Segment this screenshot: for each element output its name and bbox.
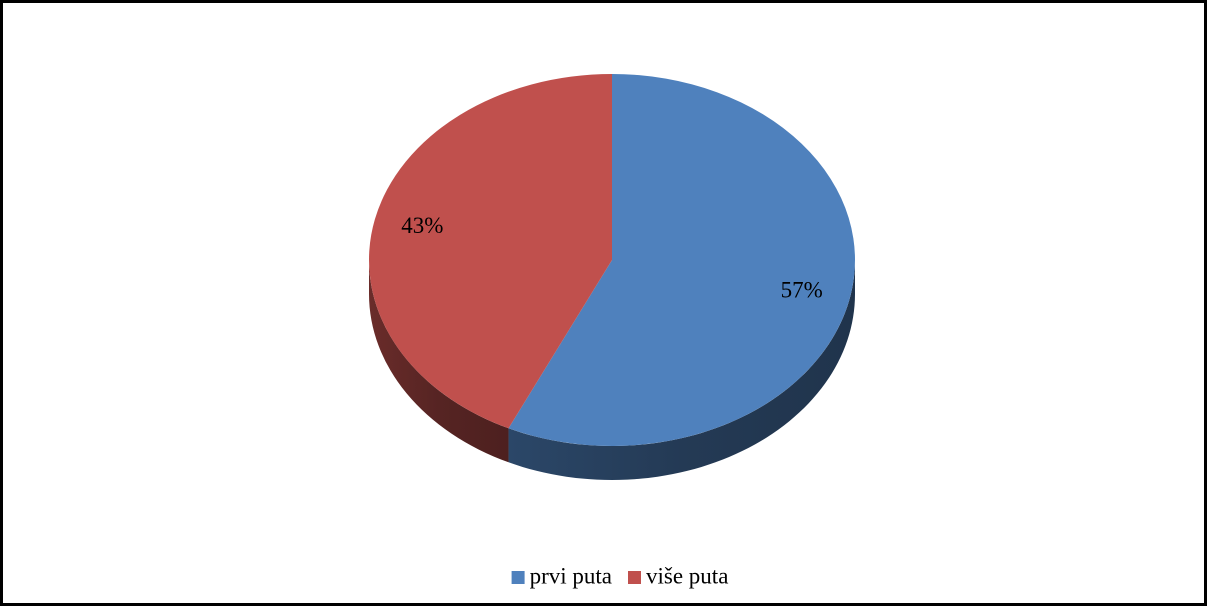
slice-top bbox=[368, 74, 612, 429]
data-label: 57% bbox=[781, 278, 823, 303]
legend-swatch bbox=[511, 571, 525, 584]
legend-label: više puta bbox=[646, 563, 728, 588]
slice-side bbox=[508, 260, 855, 480]
data-label: 43% bbox=[401, 213, 443, 238]
legend-swatch bbox=[628, 571, 641, 584]
slice-top bbox=[508, 74, 855, 447]
legend-label: prvi puta bbox=[530, 563, 612, 588]
slice-side bbox=[369, 260, 509, 463]
pie-slice bbox=[368, 74, 612, 463]
pie-slice bbox=[508, 74, 855, 480]
